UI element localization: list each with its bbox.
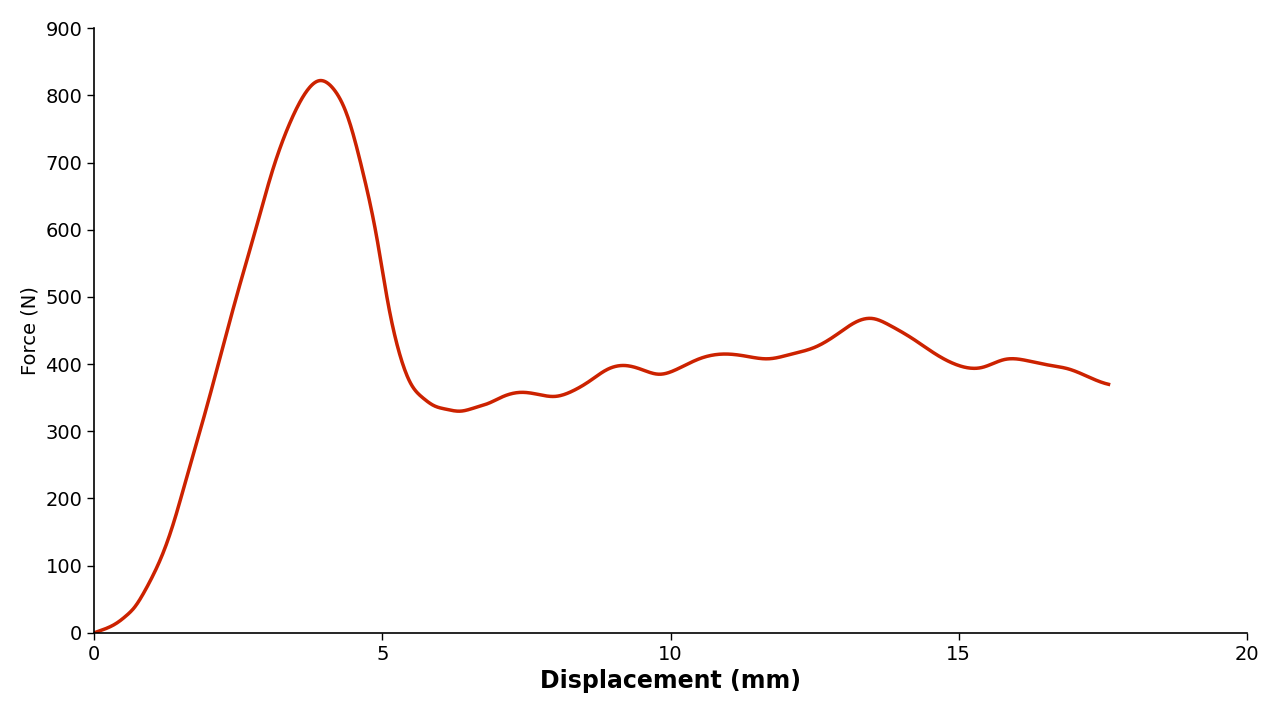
X-axis label: Displacement (mm): Displacement (mm) xyxy=(540,669,801,693)
Y-axis label: Force (N): Force (N) xyxy=(20,286,40,375)
